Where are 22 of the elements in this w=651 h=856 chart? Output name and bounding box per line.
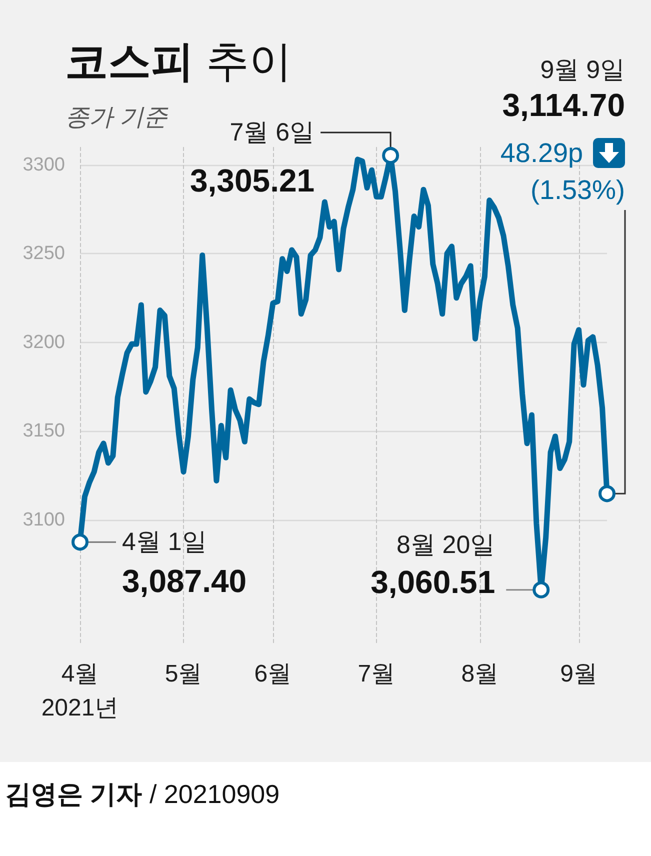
y-tick-label: 3100: [22, 509, 65, 530]
chart-title: 코스피 추이: [65, 38, 292, 86]
y-tick-label: 3300: [22, 154, 65, 176]
x-tick-label: 4월 2021년: [41, 660, 119, 722]
point: [532, 581, 550, 598]
annotation: 7월 6일 3,305.21: [190, 118, 315, 198]
x-tick-label: 9월: [560, 660, 598, 688]
point: [72, 534, 88, 551]
text: 김영은 기자 / 20210909: [5, 779, 280, 809]
annotation: 4월 1일 3,087.40: [122, 528, 247, 600]
x-tick-label: 5월: [164, 660, 202, 688]
y-tick-label: 3150: [22, 420, 65, 442]
x-tick-label: 8월: [461, 660, 499, 688]
point: [382, 147, 400, 164]
annotation: 8월 20일 3,060.51: [370, 530, 496, 600]
x-tick-label: 6월: [254, 660, 292, 688]
y-tick-label: 3250: [22, 243, 65, 264]
point: [598, 485, 616, 502]
chart-subtitle: 종가 기준: [65, 104, 168, 132]
x-tick-label: 7월: [358, 660, 396, 688]
annotation: 9월 9일 3,114.70 48.29p (1.53%): [500, 56, 625, 205]
y-tick-label: 3200: [22, 332, 65, 353]
